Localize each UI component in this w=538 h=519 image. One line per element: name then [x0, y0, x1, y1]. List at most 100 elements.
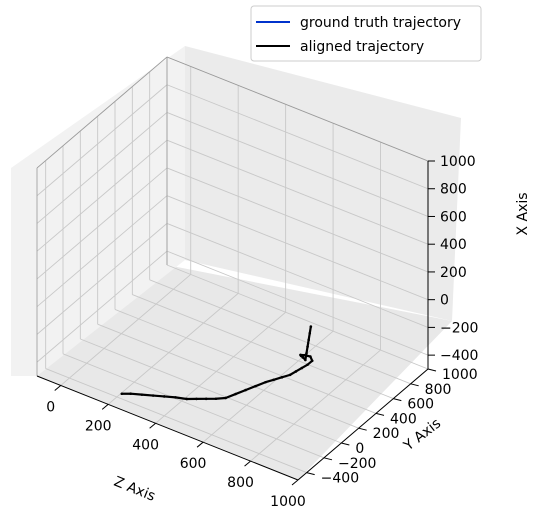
- grid-line-y: [45, 368, 307, 474]
- aligned-trajectory-point: [204, 397, 208, 401]
- aligned-trajectory-point: [195, 397, 198, 401]
- aligned-trajectory-point: [310, 359, 314, 363]
- z-tick-label: 800: [227, 475, 254, 491]
- aligned-trajectory-point: [308, 331, 312, 335]
- aligned-trajectory-point: [280, 376, 284, 379]
- aligned-trajectory-point: [174, 396, 177, 399]
- grid-line-x: [166, 84, 429, 190]
- legend-label-aligned: aligned trajectory: [300, 39, 424, 55]
- z-tick-label: 1000: [270, 494, 306, 510]
- aligned-trajectory-point: [129, 392, 132, 396]
- grid-line-x: [166, 222, 429, 328]
- series-layer: [120, 325, 314, 401]
- aligned-trajectory-point: [244, 388, 247, 392]
- x-tick-label: 200: [440, 265, 467, 281]
- floor-pane: [37, 265, 452, 480]
- y-tick-label: −200: [338, 456, 376, 472]
- grid-line-y: [114, 308, 377, 414]
- grid-line-z: [107, 293, 239, 405]
- grid-line-x: [166, 112, 429, 217]
- y-tick-mark: [410, 383, 419, 387]
- grid-line-x: [166, 167, 429, 273]
- grid-line-x: [36, 195, 168, 308]
- x-tick-label: 600: [440, 209, 467, 225]
- pane-edge: [166, 56, 429, 162]
- y-tick-mark: [393, 398, 402, 402]
- aligned-trajectory-point: [254, 384, 257, 388]
- legend: ground truth trajectory aligned trajecto…: [250, 5, 482, 62]
- z-tick-mark: [244, 460, 251, 467]
- z-tick-label: 400: [132, 437, 159, 453]
- z-tick-mark: [149, 422, 156, 429]
- y-tick-mark: [358, 427, 367, 431]
- x-tick-label: 1000: [440, 154, 476, 170]
- aligned-trajectory-point: [299, 354, 303, 358]
- z-tick-mark: [54, 385, 62, 391]
- axis-ticks: 02004006008001000−400−200020040060080010…: [36, 154, 478, 510]
- x-tick-label: 400: [440, 237, 467, 253]
- aligned-trajectory-point: [120, 392, 124, 396]
- aligned-trajectory-point: [272, 378, 275, 382]
- y-tick-mark: [341, 442, 350, 446]
- z-tick-label: 0: [46, 399, 55, 415]
- x-tick-label: −200: [440, 320, 478, 336]
- pane-edge: [36, 56, 168, 169]
- aligned-trajectory-point: [163, 395, 166, 398]
- grid-line-z: [250, 349, 381, 462]
- grid-line-z: [202, 330, 334, 443]
- grid-line-x: [36, 167, 168, 280]
- grid-line-z: [60, 274, 192, 386]
- z-axis-title: Z Axis: [112, 474, 158, 505]
- aligned-trajectory-point: [302, 353, 306, 357]
- y-tick-label: 800: [425, 382, 452, 398]
- y-tick-mark: [323, 457, 333, 461]
- aligned-trajectory-point: [300, 366, 304, 370]
- aligned-trajectory-point: [306, 345, 309, 348]
- aligned-trajectory-point: [309, 325, 313, 328]
- z-tick-mark: [291, 479, 299, 486]
- x-tick-label: −400: [440, 348, 478, 364]
- z-tick-label: 200: [85, 418, 112, 434]
- legend-label-ground-truth: ground truth trajectory: [300, 15, 461, 31]
- z-tick-mark: [196, 441, 204, 448]
- grid-line-y: [132, 294, 394, 400]
- aligned-trajectory-point: [306, 363, 309, 366]
- grid-line-x: [36, 112, 168, 224]
- y-tick-mark: [375, 412, 385, 416]
- grid-line-y: [149, 279, 411, 385]
- y-tick-mark: [306, 472, 315, 476]
- y-tick-label: 1000: [442, 367, 478, 383]
- grid-line-x: [36, 223, 168, 335]
- grid-line-y: [97, 323, 359, 429]
- aligned-trajectory-point: [288, 373, 292, 377]
- grid-line-x: [36, 250, 168, 363]
- aligned-trajectory-point: [185, 397, 189, 401]
- grid-line-z: [155, 311, 286, 424]
- legend-box: [250, 5, 482, 62]
- aligned-trajectory-point: [140, 393, 144, 396]
- aligned-trajectory-point: [307, 338, 310, 342]
- aligned-trajectory-point: [309, 355, 312, 358]
- grid-line-x: [166, 195, 429, 301]
- grid-line-x: [166, 250, 429, 356]
- y-tick-label: 200: [373, 426, 400, 442]
- y-tick-mark: [427, 368, 437, 372]
- grid-line-y: [166, 264, 429, 370]
- y-tick-label: −400: [321, 471, 359, 487]
- aligned-trajectory-point: [294, 370, 298, 373]
- grid-line-x: [36, 139, 168, 252]
- x-tick-label: 0: [440, 293, 449, 309]
- z-tick-mark: [101, 403, 109, 410]
- y-axis-line: [297, 368, 429, 481]
- z-axis-line: [36, 375, 299, 481]
- y-tick-label: 0: [355, 441, 364, 457]
- aligned-trajectory-point: [305, 352, 308, 355]
- aligned-trajectory-point: [214, 397, 218, 401]
- x-tick-label: 800: [440, 182, 467, 198]
- aligned-trajectory-point: [264, 380, 267, 384]
- aligned-trajectory-point: [304, 358, 307, 362]
- y-tick-label: 600: [407, 397, 434, 413]
- grid-line-x: [166, 139, 429, 245]
- aligned-trajectory-point: [301, 356, 305, 359]
